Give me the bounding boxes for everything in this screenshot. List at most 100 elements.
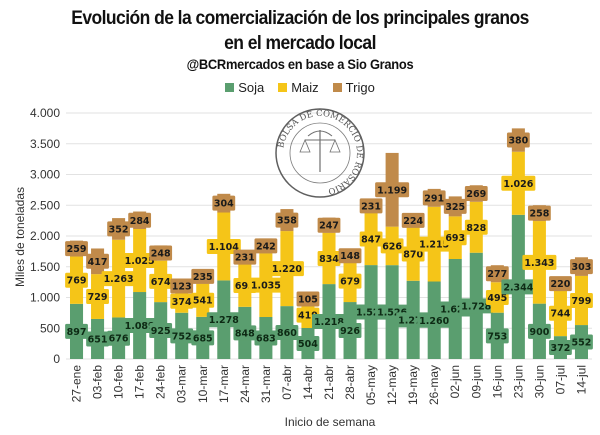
data-label-soja: 848: [235, 328, 255, 339]
x-tick-label: 03-feb: [91, 365, 105, 399]
legend-swatch-soja: [225, 83, 235, 92]
data-label-bg: [422, 190, 446, 206]
data-label-bg: [122, 318, 157, 334]
logo-inner-ring: [289, 122, 351, 184]
data-label-bg: [149, 245, 173, 261]
x-tick-label: 19-may: [406, 365, 420, 405]
data-label-maiz: 1.220: [272, 264, 302, 275]
data-label-bg: [128, 212, 152, 228]
data-label-soja: 900: [529, 327, 549, 338]
x-tick-label: 30-jun: [532, 365, 546, 398]
data-label-bg: [549, 276, 572, 292]
logo-wings: [307, 130, 333, 137]
data-label-maiz: 1.104: [209, 242, 239, 253]
data-label-bg: [443, 230, 467, 246]
data-label-bg: [65, 272, 88, 288]
data-label-maiz: 495: [487, 293, 507, 304]
data-label-trigo: 231: [361, 201, 381, 212]
x-axis-label: Inicio de semana: [285, 415, 376, 429]
data-label-trigo: 259: [67, 244, 87, 255]
data-label-bg: [149, 323, 173, 339]
legend-item-trigo: Trigo: [332, 80, 375, 95]
data-label-bg: [338, 248, 362, 264]
data-label-soja: 1.278: [209, 315, 239, 326]
data-label-maiz: 847: [361, 235, 381, 246]
data-label-soja: 651: [88, 334, 108, 345]
data-label-maiz: 799: [572, 296, 592, 307]
x-tick-label: 28-abr: [343, 365, 357, 400]
data-label-trigo: 105: [298, 295, 318, 306]
data-label-soja: 897: [67, 327, 87, 338]
data-label-soja: 925: [151, 326, 171, 337]
x-tick-label: 16-jun: [490, 365, 504, 398]
data-label-soja: 552: [572, 338, 592, 349]
data-label-bg: [464, 186, 488, 202]
x-tick-label: 24-mar: [238, 365, 252, 403]
data-label-maiz: 1.343: [524, 258, 554, 269]
data-label-bg: [206, 238, 241, 254]
x-tick-label: 14-jul: [574, 365, 588, 394]
data-label-bg: [485, 266, 509, 282]
data-label-bg: [107, 221, 130, 237]
data-label-bg: [233, 325, 257, 341]
bars: 8977692596517294176761.2633521.0891.0252…: [65, 128, 593, 359]
data-label-bg: [86, 331, 109, 347]
y-tick-label: 0: [53, 352, 60, 366]
data-label-trigo: 148: [340, 251, 360, 262]
data-label-bg: [528, 323, 551, 339]
data-label-bg: [65, 323, 88, 339]
x-tick-label: 12-may: [385, 365, 399, 405]
data-label-bg: [501, 175, 536, 191]
data-label-bg: [570, 259, 593, 275]
data-label-bg: [359, 231, 383, 247]
data-label-bg: [459, 298, 494, 314]
x-tick-label: 21-abr: [322, 365, 336, 400]
x-tick-label: 31-mar: [259, 365, 273, 403]
x-tick-label: 17-mar: [217, 365, 231, 403]
x-tick-label: 26-may: [427, 365, 441, 405]
y-tick-label: 3.000: [30, 168, 60, 182]
data-label-soja: 1.626: [440, 305, 470, 316]
data-label-trigo: 224: [403, 216, 423, 227]
data-label-soja: 685: [193, 333, 213, 344]
data-label-maiz: 541: [193, 296, 213, 307]
data-label-bg: [233, 249, 257, 265]
data-label-bg: [359, 198, 383, 214]
x-tick-label: 05-may: [364, 365, 378, 405]
data-label-trigo: 277: [487, 269, 507, 280]
x-tick-label: 17-feb: [133, 365, 147, 399]
data-label-bg: [338, 323, 362, 339]
data-label-bg: [212, 195, 236, 211]
data-label-soja: 504: [298, 339, 318, 350]
data-label-soja: 926: [340, 326, 360, 337]
data-label-trigo: 284: [130, 216, 150, 227]
data-label-bg: [296, 291, 320, 307]
chart-subtitle: @BCRmercados en base a Sio Granos: [186, 56, 414, 72]
data-label-maiz: 679: [340, 277, 360, 288]
data-label-bg: [317, 250, 341, 266]
data-label-bg: [501, 279, 536, 295]
data-label-trigo: 291: [424, 193, 444, 204]
data-label-bg: [570, 334, 593, 350]
y-tick-label: 4.000: [30, 106, 60, 120]
data-label-bg: [170, 293, 194, 309]
data-label-trigo: 303: [572, 262, 592, 273]
data-label-maiz: 626: [382, 241, 402, 252]
y-tick-label: 3.500: [30, 137, 60, 151]
legend: Soja Maiz Trigo: [0, 80, 600, 95]
data-label-bg: [86, 289, 109, 305]
data-label-trigo: 248: [151, 249, 171, 260]
data-label-maiz: 870: [403, 250, 423, 261]
x-tick-label: 24-feb: [154, 365, 168, 399]
data-label-bg: [254, 238, 278, 254]
data-label-bg: [254, 330, 278, 346]
legend-label-soja: Soja: [238, 80, 265, 95]
data-label-bg: [86, 253, 109, 269]
data-label-trigo: 380: [508, 136, 528, 147]
data-label-bg: [312, 314, 346, 330]
x-tick-label: 09-jun: [469, 365, 483, 398]
data-label-bg: [191, 268, 215, 284]
x-tick-label: 10-feb: [112, 365, 126, 399]
data-label-trigo: 304: [214, 199, 234, 210]
data-label-bg: [248, 277, 283, 293]
